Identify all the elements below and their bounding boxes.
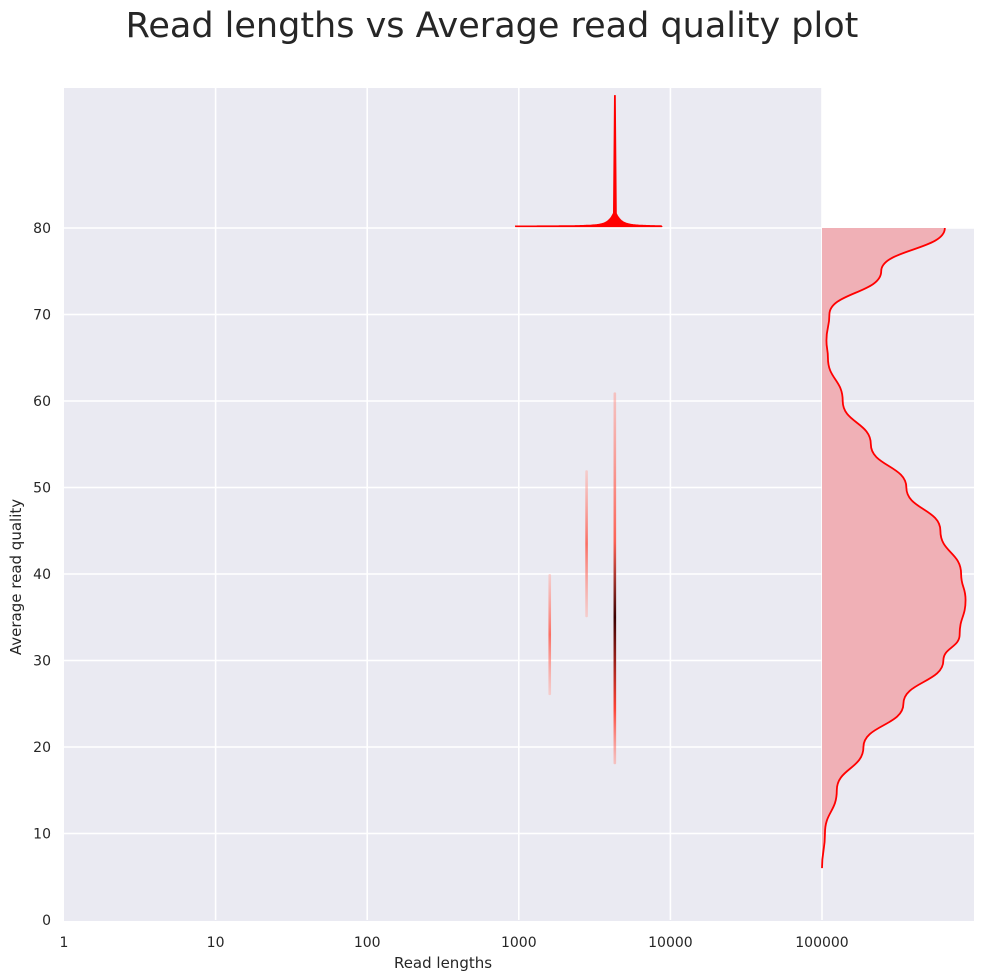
density-streak [585,470,588,618]
kde-fill [822,228,966,869]
kde-curve [821,227,967,869]
main-data-marks [548,392,617,765]
histogram-bars [514,95,663,227]
x-tick-label: 10 [207,935,225,951]
y-tick-label: 70 [33,308,51,324]
x-tick-labels: 1 10 100 1000 10000 100000 [60,935,849,951]
x-axis-label: Read lengths [394,954,492,972]
y-tick-label: 30 [33,654,51,670]
y-tick-label: 20 [33,740,51,756]
density-streak [548,574,552,696]
y-tick-label: 0 [42,913,51,929]
right-kde [821,227,967,869]
y-tick-label: 80 [33,221,51,237]
y-axis-label: Average read quality [7,499,25,655]
x-tick-label: 1000 [501,935,537,951]
y-tick-label: 50 [33,481,51,497]
x-tick-label: 100000 [795,935,848,951]
x-tick-label: 100 [354,935,381,951]
density-streak [613,392,617,765]
chart-title: Read lengths vs Average read quality plo… [126,6,859,46]
y-tick-label: 40 [33,567,51,583]
x-tick-label: 1 [60,935,69,951]
top-histogram [514,95,663,228]
y-tick-labels: 0 10 20 30 40 50 60 70 80 [33,221,51,929]
y-tick-label: 10 [33,827,51,843]
x-tick-label: 10000 [648,935,693,951]
main-plot-area [64,88,822,921]
y-tick-label: 60 [33,394,51,410]
